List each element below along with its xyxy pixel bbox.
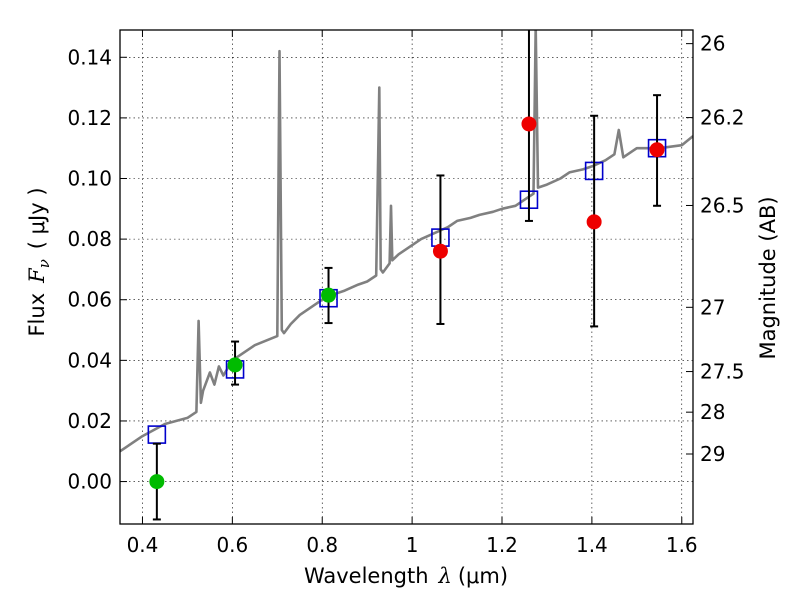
- series-layer: [120, 30, 693, 521]
- x-tick-label: 1: [406, 533, 419, 557]
- x-tick-label: 1.4: [576, 533, 608, 557]
- series-filled-circle: [432, 30, 665, 328]
- y2-tick-label: 27: [700, 295, 725, 319]
- y-tick-label: 0.02: [67, 409, 112, 433]
- y2-tick-label: 26.5: [700, 193, 745, 217]
- x-tick-label: 0.8: [306, 533, 338, 557]
- y-tick-label: 0.14: [67, 45, 112, 69]
- x-axis-title-symbol: λ: [438, 564, 452, 588]
- y-tick-label: 0.10: [67, 167, 112, 191]
- x-axis-title-prefix: Wavelength: [304, 564, 429, 588]
- y2-tick-label: 28: [700, 400, 725, 424]
- x-tick-label: 1.2: [486, 533, 518, 557]
- y-tick-label: 0.08: [67, 227, 112, 251]
- observed-flux-point: [586, 214, 602, 230]
- series-line: [120, 30, 693, 453]
- ticks: 0.4 0.6 0.8 1 1.2 1.4 1.6 0.00 0.02 0.04 0.06 0.08 0…: [67, 30, 745, 557]
- observed-flux-point: [149, 474, 165, 490]
- y2-tick-label: 27.5: [700, 360, 745, 384]
- y-axis-title-unit: ( μJy ): [25, 187, 49, 249]
- y-axis-title-subscript: ν: [35, 259, 53, 268]
- y-axis-title-prefix: Flux: [25, 293, 49, 337]
- x-tick-label: 0.4: [127, 533, 159, 557]
- y2-tick-label: 26.2: [700, 106, 745, 130]
- plot-frame: [119, 29, 694, 525]
- spectrum-line: [120, 30, 693, 453]
- y2-axis-title: Magnitude (AB): [756, 196, 780, 359]
- y-axis-title-symbol: F: [25, 267, 49, 284]
- y-tick-label: 0.04: [67, 348, 112, 372]
- observed-flux-point: [521, 116, 537, 132]
- observed-flux-point: [227, 357, 243, 373]
- y-axis-title: Flux Fν ( μJy ): [25, 187, 53, 336]
- y-tick-label: 0.00: [67, 470, 112, 494]
- observed-flux-point: [321, 287, 337, 303]
- y2-tick-label: 29: [700, 442, 725, 466]
- x-axis-title: Wavelength λ (μm): [304, 564, 508, 588]
- grid: [120, 30, 693, 524]
- y2-tick-label: 26: [700, 32, 725, 56]
- observed-flux-point: [649, 142, 665, 158]
- plot-background: [120, 30, 693, 524]
- y-tick-label: 0.12: [67, 106, 112, 130]
- observed-flux-point: [432, 243, 448, 259]
- series-filled-circle: [149, 266, 337, 521]
- x-tick-label: 1.6: [666, 533, 698, 557]
- x-axis-title-unit: (μm): [458, 564, 508, 588]
- y-tick-label: 0.06: [67, 288, 112, 312]
- x-tick-label: 0.6: [216, 533, 248, 557]
